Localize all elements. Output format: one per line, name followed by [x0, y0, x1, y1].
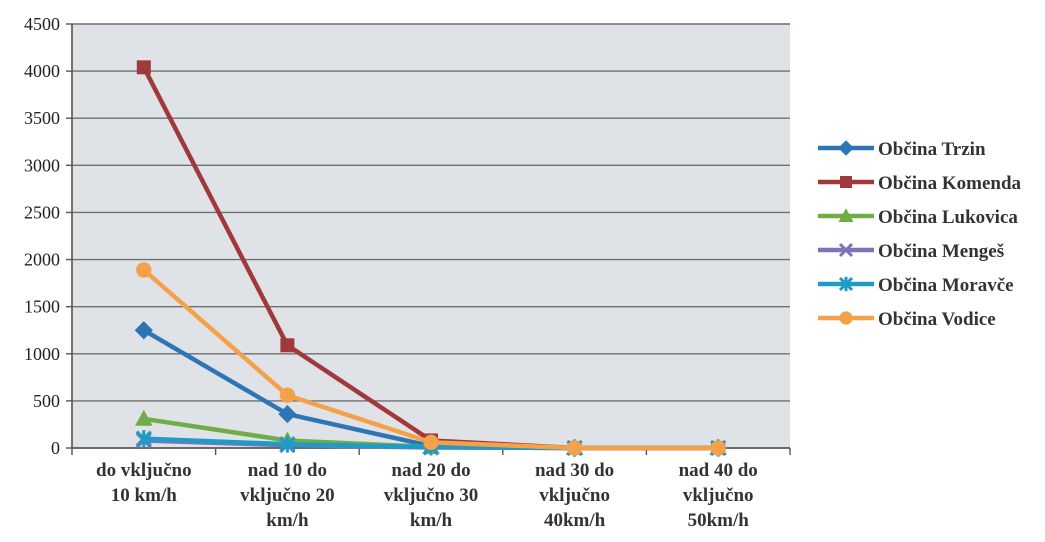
legend-entry: Občina Komenda: [818, 173, 1022, 194]
x-tick-label-line: nad 20 do: [391, 460, 470, 481]
legend-label: Občina Lukovica: [878, 207, 1018, 228]
x-tick-label-line: nad 40 do: [679, 460, 758, 481]
x-tick-label-line: 10 km/h: [111, 485, 177, 506]
data-point-square-marker: [840, 176, 852, 188]
x-tick-label: nad 30 do vključno 40km/h: [535, 460, 614, 531]
x-tick-label: nad 10 do vključno 20 km/h: [240, 460, 335, 531]
x-tick-label-line: vključno: [539, 485, 610, 506]
y-tick-label: 3500: [24, 108, 60, 128]
plot-area: [72, 24, 790, 448]
x-axis: do vključno 10 km/h nad 10 do vključno 20 km…: [71, 447, 791, 531]
legend-entry: Občina Mengeš: [818, 241, 1004, 262]
data-point-circle-marker: [839, 311, 853, 325]
data-point-circle-marker: [279, 387, 296, 403]
data-point-circle-marker: [710, 440, 726, 456]
data-point-circle-marker: [423, 434, 439, 451]
data-point-diamond-marker: [134, 321, 153, 340]
legend-entry: Občina Vodice: [818, 309, 996, 330]
series-layer: [134, 60, 728, 458]
legend-entry: Občina Moravče: [818, 275, 1014, 296]
x-tick-label-line: do vključno: [96, 460, 192, 481]
y-tick-label: 2000: [24, 250, 60, 270]
gridlines: [72, 23, 790, 449]
y-tick-label: 3000: [24, 155, 60, 175]
data-point-triangle-marker: [135, 409, 153, 426]
y-tick-label: 0: [51, 438, 60, 458]
y-tick-label: 4000: [24, 61, 60, 81]
legend-label: Občina Moravče: [878, 275, 1014, 296]
data-point-triangle-marker: [838, 208, 854, 222]
y-axis: 0 500 1000 1500 2000 2500 3000 3500 4000 4500: [24, 14, 73, 458]
data-point-circle-marker: [566, 440, 583, 456]
data-point-diamond-marker: [278, 404, 297, 424]
x-tick-label-line: 50km/h: [688, 510, 750, 531]
x-tick-label-line: vključno 20: [240, 485, 335, 506]
data-point-diamond-marker: [838, 140, 854, 156]
data-point-star-marker: [279, 435, 296, 453]
x-tick-label-line: nad 10 do: [248, 460, 327, 481]
legend-label: Občina Trzin: [878, 139, 986, 160]
y-tick-label: 2500: [24, 202, 60, 222]
x-tick-label-line: vključno: [683, 485, 754, 506]
legend-entry: Občina Lukovica: [818, 207, 1018, 228]
x-tick-label-line: km/h: [266, 510, 309, 531]
series-ob-ina-vodice: [136, 262, 726, 456]
x-tick-label-line: vključno 30: [384, 485, 479, 506]
data-point-x-marker: [838, 242, 854, 258]
data-point-star-marker: [135, 430, 152, 447]
x-tick-label: nad 20 do vključno 30 km/h: [384, 460, 479, 531]
legend-label: Občina Komenda: [878, 173, 1022, 194]
x-tick-label-line: 40km/h: [544, 510, 606, 531]
x-tick-label-line: nad 30 do: [535, 460, 614, 481]
legend-label: Občina Mengeš: [878, 241, 1004, 262]
x-tick-label: do vključno 10 km/h: [96, 460, 192, 506]
x-tick-label: nad 40 do vključno 50km/h: [679, 460, 758, 531]
legend-entry: Občina Trzin: [818, 139, 986, 160]
y-tick-label: 4500: [24, 14, 60, 34]
data-point-circle-marker: [136, 262, 152, 278]
y-tick-label: 1500: [24, 297, 60, 317]
data-point-square-marker: [280, 338, 295, 353]
data-point-square-marker: [136, 60, 151, 75]
legend-label: Občina Vodice: [878, 309, 996, 330]
x-tick-label-line: km/h: [410, 510, 453, 531]
legend: Občina Trzin Občina Komenda Občina Lukovic…: [818, 139, 1022, 330]
data-point-star-marker: [838, 276, 854, 292]
y-tick-label: 500: [33, 391, 60, 411]
y-tick-label: 1000: [24, 344, 60, 364]
